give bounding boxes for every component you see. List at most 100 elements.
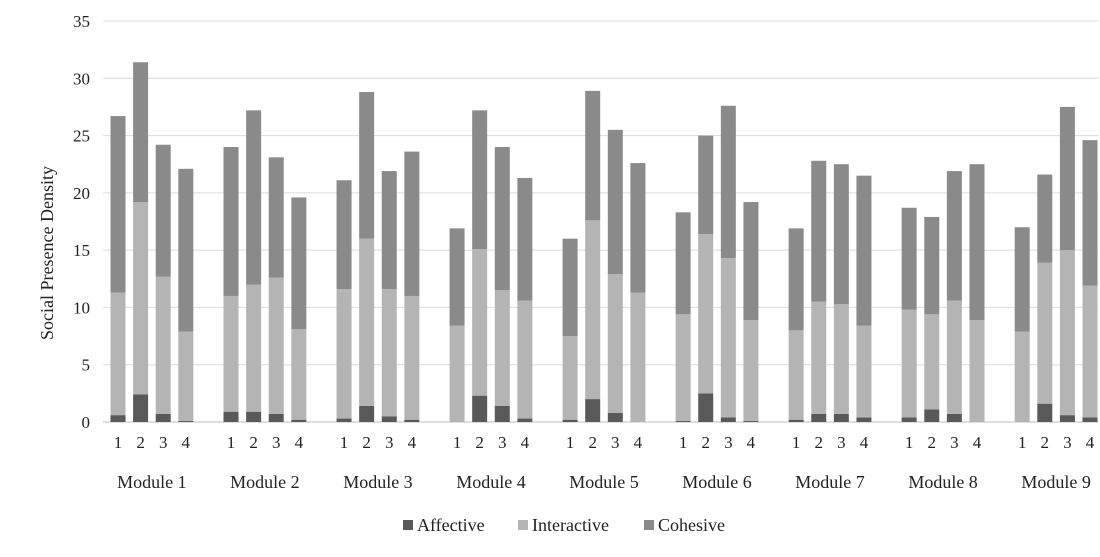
bar-affective-module3-4 [404,419,420,422]
bar-cohesive-module8-1 [901,207,917,310]
bar-cohesive-module6-3 [720,105,736,259]
x-tick-label: 4 [295,433,304,452]
bar-cohesive-module8-2 [924,216,940,315]
bar-cohesive-module9-1 [1014,227,1030,332]
bar-affective-module3-3 [381,416,397,422]
bar-interactive-module5-2 [585,220,601,400]
x-tick-label: 2 [475,433,484,452]
bar-affective-module7-3 [833,413,849,422]
bar-interactive-module5-1 [562,336,578,420]
bar-interactive-module2-1 [223,295,239,412]
bar-interactive-module1-2 [133,202,149,395]
x-tick-label: 3 [159,433,168,452]
x-tick-label: 1 [340,433,349,452]
group-label: Module 1 [117,472,187,492]
bar-interactive-module6-2 [698,234,714,394]
x-tick-label: 3 [385,433,394,452]
x-tick-label: 2 [362,433,371,452]
legend-swatch-interactive [518,520,528,530]
bar-cohesive-module2-2 [246,110,262,285]
x-tick-label: 1 [905,433,914,452]
x-tick-label: 4 [634,433,643,452]
bar-cohesive-module1-4 [178,168,194,332]
bar-cohesive-module8-3 [946,171,962,301]
bar-affective-module5-1 [562,419,578,422]
x-tick-label: 4 [973,433,982,452]
x-tick-label: 3 [1063,433,1072,452]
bar-cohesive-module7-1 [788,228,804,331]
bar-interactive-module4-1 [449,325,465,422]
bar-interactive-module9-3 [1059,250,1075,416]
bar-interactive-module4-3 [494,290,510,406]
bar-cohesive-module6-4 [743,202,759,321]
bar-affective-module5-2 [585,399,601,422]
bar-affective-module9-2 [1037,403,1053,422]
bar-interactive-module9-2 [1037,262,1053,404]
y-tick-label: 15 [73,241,90,260]
bar-interactive-module9-4 [1082,285,1098,418]
group-label: Module 8 [908,472,978,492]
x-tick-label: 2 [588,433,597,452]
bar-interactive-module1-4 [178,331,194,421]
x-tick-label: 3 [272,433,281,452]
bar-interactive-module8-1 [901,309,917,418]
bar-cohesive-module1-1 [110,116,126,293]
bar-affective-module6-4 [743,420,759,422]
bar-interactive-module7-4 [856,325,872,418]
bar-interactive-module6-4 [743,320,759,421]
group-labels: Module 1 Module 2 Module 3 Module 4 Module 5… [117,472,1091,492]
y-tick-label: 0 [82,413,91,432]
bar-affective-module2-2 [246,411,262,422]
legend-swatch-affective [403,520,413,530]
x-tick-label: 3 [724,433,733,452]
legend-swatch-cohesive [644,520,654,530]
bar-affective-module1-2 [133,394,149,422]
bar-interactive-module9-1 [1014,331,1030,422]
bar-affective-module6-3 [720,417,736,422]
bar-interactive-module8-2 [924,314,940,410]
y-tick-label: 25 [73,127,90,146]
bar-interactive-module2-4 [291,329,307,420]
bar-cohesive-module5-1 [562,238,578,337]
bar-interactive-module7-3 [833,303,849,414]
bar-interactive-module2-3 [268,277,284,414]
bar-affective-module4-4 [517,418,533,422]
bar-cohesive-module1-2 [133,62,149,203]
y-axis-label: Social Presence Density [37,166,57,340]
y-tick-label: 30 [73,69,90,88]
bar-cohesive-module3-1 [336,180,352,290]
bar-interactive-module8-3 [946,300,962,414]
bar-affective-module8-2 [924,409,940,422]
bar-interactive-module7-2 [811,301,827,414]
bar-affective-module6-2 [698,393,714,422]
bar-affective-module9-4 [1082,417,1098,422]
legend: Affective Interactive Cohesive [403,515,725,535]
bar-cohesive-module4-2 [472,110,488,250]
bar-affective-module4-2 [472,395,488,422]
bar-cohesive-module5-3 [607,129,623,275]
bar-affective-module2-1 [223,411,239,422]
bar-affective-module8-3 [946,413,962,422]
x-tick-label: 1 [566,433,575,452]
group-label: Module 2 [230,472,300,492]
bars [110,62,1098,422]
bar-interactive-module4-2 [472,249,488,396]
bar-cohesive-module8-4 [969,164,985,321]
bar-interactive-module3-2 [359,238,375,406]
x-tick-label: 4 [747,433,756,452]
x-tick-label: 1 [792,433,801,452]
x-tick-label: 3 [950,433,959,452]
bar-interactive-module7-1 [788,330,804,420]
group-label: Module 5 [569,472,639,492]
bar-affective-module4-3 [494,405,510,422]
x-tick-label: 4 [860,433,869,452]
bar-cohesive-module1-3 [155,144,171,277]
bar-interactive-module2-2 [246,284,262,412]
bar-interactive-module3-3 [381,289,397,417]
bar-affective-module7-2 [811,413,827,422]
bar-cohesive-module6-1 [675,212,691,315]
x-tick-label: 2 [249,433,258,452]
legend-label-interactive: Interactive [532,515,609,535]
bar-cohesive-module9-3 [1059,106,1075,251]
